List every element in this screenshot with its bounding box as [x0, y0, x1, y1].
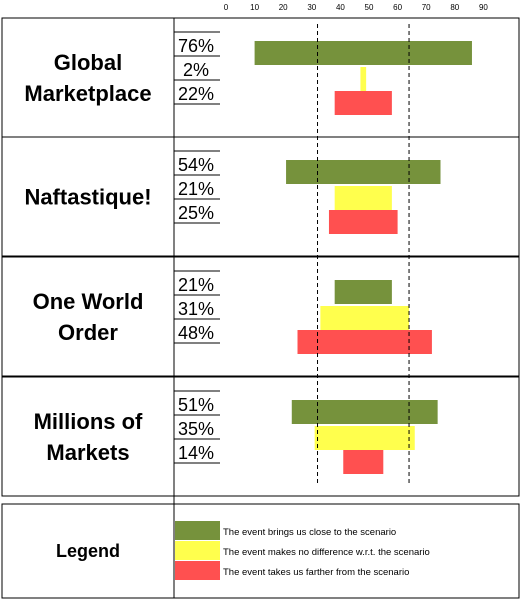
bar-close — [291, 400, 438, 424]
scenario-name: Naftastique! — [24, 185, 151, 210]
bar-farther — [334, 91, 392, 115]
legend-entry-label: The event brings us close to the scenari… — [223, 527, 396, 538]
percent-label: 14% — [178, 443, 214, 463]
percent-label: 51% — [178, 395, 214, 415]
axis-tick-label: 70 — [422, 3, 431, 12]
percent-label: 21% — [178, 179, 214, 199]
percent-label: 54% — [178, 155, 214, 175]
bar-close — [286, 160, 441, 184]
scenario-name: Markets — [46, 440, 129, 465]
legend-entry-label: The event makes no difference w.r.t. the… — [223, 547, 430, 558]
percent-label: 48% — [178, 323, 214, 343]
scenario-name: Marketplace — [24, 81, 151, 106]
legend-entry-label: The event takes us farther from the scen… — [223, 567, 409, 578]
scenario-panel — [1, 256, 520, 377]
percent-label: 35% — [178, 419, 214, 439]
bar-farther — [343, 450, 384, 474]
legend-swatch-close — [175, 521, 220, 540]
scenario-name: Global — [54, 50, 122, 75]
axis-tick-label: 10 — [250, 3, 259, 12]
percent-label: 22% — [178, 84, 214, 104]
percent-label: 25% — [178, 203, 214, 223]
axis-tick-label: 40 — [336, 3, 345, 12]
bar-no-difference — [314, 426, 415, 450]
bar-farther — [328, 210, 398, 234]
percent-label: 76% — [178, 36, 214, 56]
axis-tick-label: 90 — [479, 3, 488, 12]
scenario-name: One World — [33, 289, 144, 314]
scenario-name: Millions of — [34, 409, 143, 434]
percent-label: 31% — [178, 299, 214, 319]
scenario-name: Order — [58, 320, 118, 345]
axis-tick-label: 50 — [365, 3, 374, 12]
scenario-panel — [1, 376, 520, 497]
legend-swatch-no-difference — [175, 541, 220, 560]
axis-tick-label: 80 — [450, 3, 459, 12]
bar-no-difference — [360, 67, 367, 91]
axis-tick-label: 0 — [224, 3, 229, 12]
legend-panel — [1, 503, 520, 599]
scenario-panel — [1, 17, 520, 138]
legend-swatch-farther — [175, 561, 220, 580]
axis-tick-label: 20 — [279, 3, 288, 12]
bar-no-difference — [334, 186, 392, 210]
legend-title: Legend — [56, 541, 120, 561]
bar-close — [254, 41, 472, 65]
percent-label: 2% — [183, 60, 209, 80]
percent-label: 21% — [178, 275, 214, 295]
scenario-panel — [1, 136, 520, 257]
axis-tick-label: 60 — [393, 3, 402, 12]
bar-close — [334, 280, 392, 304]
bar-no-difference — [320, 306, 410, 330]
axis-tick-label: 30 — [307, 3, 316, 12]
